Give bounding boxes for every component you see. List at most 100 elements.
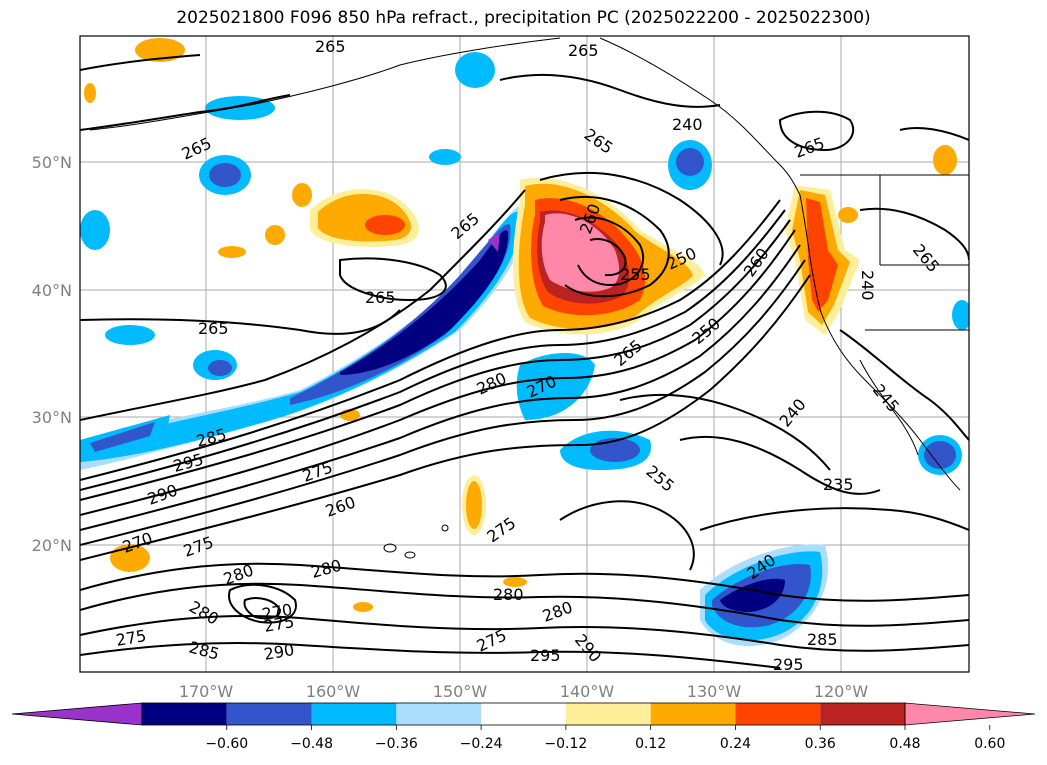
contour-line — [339, 257, 447, 302]
fill-cyan-8 — [429, 149, 461, 165]
contour-line — [243, 597, 282, 620]
map-area — [80, 36, 969, 672]
island-hawaii-2 — [404, 551, 416, 559]
contours — [80, 54, 969, 669]
fill-orange-11 — [503, 577, 527, 587]
coastline-alaska — [89, 37, 561, 131]
contour-line — [80, 274, 811, 561]
fill-coast-blue — [924, 441, 956, 469]
contour-line — [228, 583, 297, 624]
colorbar-tick-label: 0.48 — [889, 736, 920, 752]
contour-line — [80, 642, 781, 669]
contour-label: 265 — [315, 37, 346, 56]
colorbar-tick-label: −0.48 — [290, 736, 333, 752]
lon-label-160w: 160°W — [306, 682, 361, 701]
contour-label: 240 — [858, 270, 877, 301]
fill-edge-cyan — [952, 300, 969, 330]
lon-label-170w: 170°W — [179, 682, 234, 701]
lon-labels: 170°W 160°W 150°W 140°W 130°W 120°W — [179, 682, 869, 701]
fill-north-blue-4 — [676, 148, 704, 176]
fill-blue-6 — [208, 360, 232, 376]
contour-line — [559, 195, 670, 298]
contour-line — [574, 216, 645, 286]
lat-label-40n: 40°N — [32, 281, 72, 300]
colorbar-tick-label: −0.60 — [205, 736, 248, 752]
colorbar-segment — [226, 703, 312, 725]
coastlines — [89, 37, 969, 559]
coastline-west-us — [799, 194, 961, 491]
colorbar-tick-label: −0.24 — [460, 736, 503, 752]
island-hawaii-1 — [383, 543, 397, 553]
contour-label: 280 — [493, 585, 524, 604]
fill-orange-6 — [218, 246, 246, 258]
fill-orange-4 — [292, 183, 312, 207]
coastline-panhandle — [599, 37, 801, 196]
lon-label-140w: 140°W — [560, 682, 615, 701]
contour-label: 255 — [620, 265, 651, 284]
colorbar-extend-low — [11, 702, 143, 726]
contour-line — [619, 393, 831, 471]
fill-west-blue — [90, 422, 155, 452]
fill-pos-pink — [541, 213, 620, 292]
contour-line — [559, 500, 695, 571]
fill-orange-9 — [933, 145, 957, 175]
fill-central-cyan — [516, 352, 595, 420]
colorbar-segment — [311, 703, 397, 725]
colorbar-tick-label: 0.12 — [635, 736, 666, 752]
contour-line — [778, 110, 855, 152]
fill-se-navy — [720, 578, 785, 612]
contour-line — [499, 73, 721, 108]
contour-label: 265 — [365, 288, 396, 307]
contour-label: 240 — [672, 115, 703, 134]
contour-label: 285 — [807, 630, 838, 649]
colorbar: −0.60 −0.48 −0.36 −0.24 −0.12 0.12 0.24 0.36 0.4… — [11, 702, 1036, 752]
fill-orange-3 — [84, 83, 96, 103]
colorbar-segment — [820, 703, 905, 725]
colorbar-tick-label: −0.12 — [544, 736, 587, 752]
fill-cyan-7 — [80, 210, 110, 250]
contour-line — [699, 507, 969, 531]
colorbar-frame — [141, 702, 906, 726]
colorbar-segment — [650, 703, 736, 725]
island-hawaii-3 — [441, 524, 449, 532]
fill-orange-5 — [265, 225, 285, 245]
contour-line — [80, 244, 801, 531]
colorbar-tick-label: 0.60 — [974, 736, 1005, 752]
contour-line — [899, 127, 969, 141]
colorbar-extend-high — [904, 702, 1036, 726]
lat-label-20n: 20°N — [32, 536, 72, 555]
coastline-baja — [859, 359, 919, 456]
lat-label-30n: 30°N — [32, 408, 72, 427]
contour-line — [80, 199, 781, 481]
colorbar-tick-label: 0.24 — [720, 736, 751, 752]
contour-label: 295 — [530, 646, 561, 665]
contour-line — [80, 615, 969, 652]
colorbar-tick-label: −0.36 — [375, 736, 418, 752]
fill-band-purple — [488, 232, 500, 252]
fill-north-cyan-3 — [455, 52, 495, 88]
contour-line — [679, 435, 881, 495]
lat-labels: 50°N 40°N 30°N 20°N — [32, 153, 72, 555]
fill-red-1 — [365, 215, 405, 235]
fill-north-blue-1 — [209, 163, 241, 187]
colorbar-segment — [396, 703, 482, 725]
colorbar-segment — [481, 703, 566, 725]
fill-band-navy — [340, 230, 509, 375]
contour-line — [80, 219, 791, 501]
contour-line — [80, 209, 786, 491]
contour-label: 265 — [568, 41, 599, 60]
colorbar-segment — [735, 703, 821, 725]
fill-orange-12 — [353, 602, 373, 612]
lon-label-150w: 150°W — [433, 682, 488, 701]
lat-label-50n: 50°N — [32, 153, 72, 172]
contour-line — [539, 171, 724, 266]
fill-orange-2 — [135, 38, 185, 62]
fill-orange-13 — [838, 207, 858, 223]
lon-label-130w: 130°W — [687, 682, 742, 701]
contour-label: 265 — [198, 319, 229, 338]
contour-line — [80, 229, 796, 516]
contour-line — [589, 238, 627, 277]
colorbar-segment — [142, 703, 227, 725]
contour-label: 235 — [823, 475, 854, 494]
